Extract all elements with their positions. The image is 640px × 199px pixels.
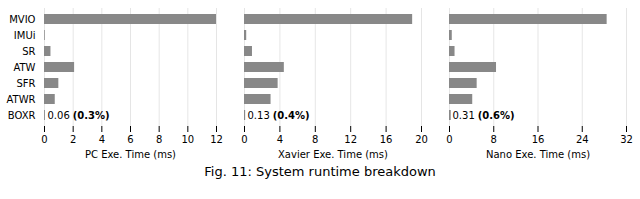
svg-text:24: 24 [576, 134, 589, 145]
svg-text:MVIO: MVIO [9, 14, 35, 25]
svg-text:(0.4%): (0.4%) [273, 110, 310, 121]
svg-text:IMUi: IMUi [14, 30, 36, 41]
svg-text:32: 32 [620, 134, 633, 145]
svg-text:12: 12 [344, 134, 357, 145]
svg-text:0.06: 0.06 [48, 110, 70, 121]
svg-text:0.13: 0.13 [248, 110, 270, 121]
svg-text:Xavier Exe. Time (ms): Xavier Exe. Time (ms) [278, 149, 388, 160]
svg-text:0: 0 [446, 134, 452, 145]
svg-text:8: 8 [491, 134, 497, 145]
svg-text:(0.3%): (0.3%) [73, 110, 110, 121]
svg-text:SR: SR [22, 46, 35, 57]
svg-text:PC Exe. Time (ms): PC Exe. Time (ms) [85, 149, 176, 160]
svg-text:16: 16 [532, 134, 545, 145]
svg-text:0.31: 0.31 [453, 110, 475, 121]
svg-text:10: 10 [181, 134, 194, 145]
svg-text:ATW: ATW [13, 62, 35, 73]
svg-text:16: 16 [380, 134, 393, 145]
svg-text:2: 2 [70, 134, 76, 145]
svg-text:12: 12 [210, 134, 223, 145]
html-text:Fig. 11: System runtime breakd: Fig. 11: System runtime breakdown [204, 164, 436, 179]
svg-text:ATWR: ATWR [6, 94, 35, 105]
svg-text:8: 8 [156, 134, 162, 145]
svg-text:4: 4 [277, 134, 283, 145]
svg-text:6: 6 [127, 134, 133, 145]
svg-text:4: 4 [99, 134, 105, 145]
svg-text:SFR: SFR [16, 78, 35, 89]
svg-text:20: 20 [415, 134, 428, 145]
svg-text:0: 0 [241, 134, 247, 145]
svg-text:0: 0 [41, 134, 47, 145]
svg-text:BOXR: BOXR [8, 110, 36, 121]
svg-text:Nano Exe. Time (ms): Nano Exe. Time (ms) [486, 149, 590, 160]
svg-text:8: 8 [312, 134, 318, 145]
svg-text:(0.6%): (0.6%) [478, 110, 515, 121]
